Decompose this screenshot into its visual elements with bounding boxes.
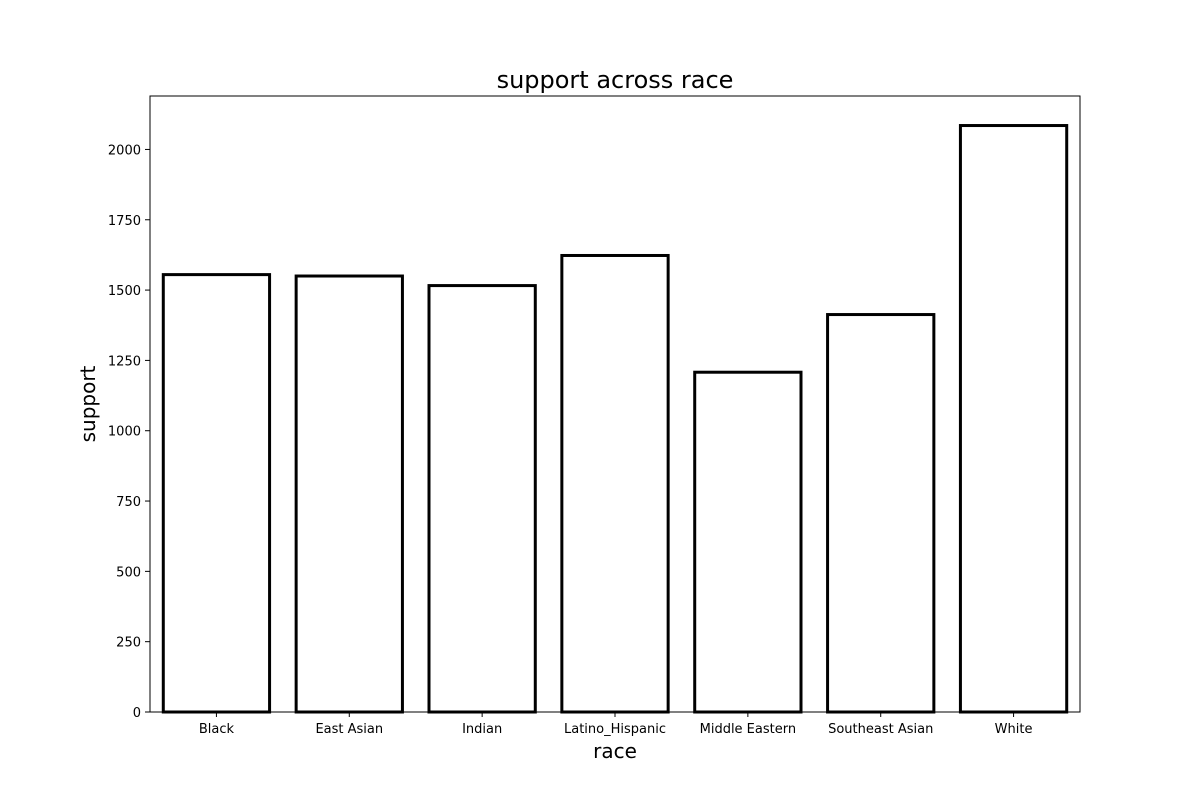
x-tick-label: Black	[199, 722, 235, 737]
x-tick-label: Latino_Hispanic	[564, 722, 666, 737]
y-tick-label: 750	[116, 495, 141, 510]
bar-southeast-asian	[826, 313, 936, 714]
chart-title: support across race	[497, 66, 734, 94]
y-tick-label: 0	[133, 706, 141, 721]
y-tick-label: 1250	[108, 354, 141, 369]
y-axis-title: support	[76, 365, 100, 442]
x-tick-label: Middle Eastern	[700, 722, 796, 737]
x-tick-label: East Asian	[315, 722, 383, 737]
y-axis: 0 250 500 750 1000 1250 1500 1750 2000	[108, 143, 150, 721]
y-tick-label: 250	[116, 636, 141, 651]
bar-black	[161, 273, 272, 714]
bar-indian	[427, 284, 537, 714]
bar-latino-hispanic	[560, 253, 670, 714]
bar-white	[958, 124, 1069, 714]
x-axis-title: race	[593, 739, 637, 763]
y-tick-label: 1000	[108, 425, 141, 440]
x-tick-label: Indian	[462, 722, 502, 737]
y-tick-label: 500	[116, 565, 141, 580]
x-tick-label: Southeast Asian	[828, 722, 933, 737]
bar-east-asian	[294, 274, 404, 714]
y-tick-label: 2000	[108, 143, 141, 158]
bar-middle-eastern	[693, 370, 803, 714]
y-tick-label: 1500	[108, 284, 141, 299]
bars-group	[161, 124, 1069, 714]
x-tick-label: White	[995, 722, 1033, 737]
y-tick-label: 1750	[108, 214, 141, 229]
x-axis: Black East Asian Indian Latino_Hispanic Midd…	[199, 712, 1033, 737]
